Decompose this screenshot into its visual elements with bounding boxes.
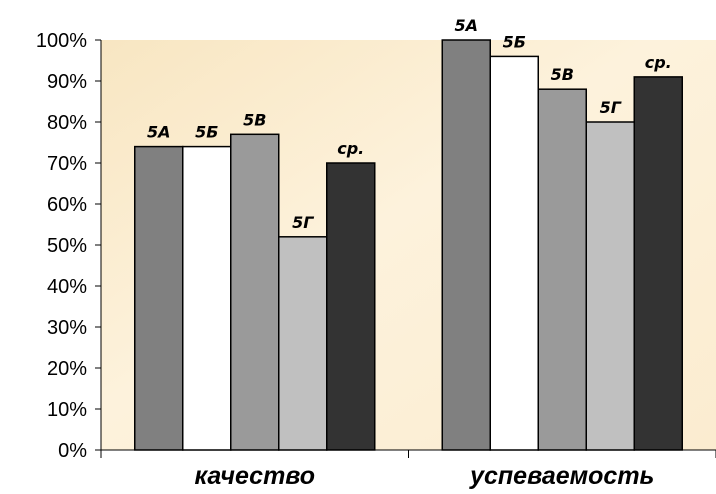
bar-series-label: 5Г xyxy=(292,213,314,232)
y-tick-label: 70% xyxy=(47,153,87,175)
bar xyxy=(537,88,587,451)
bar xyxy=(326,162,376,451)
y-tick-label: 20% xyxy=(47,358,87,380)
bar-series-label: 5Г xyxy=(600,98,622,117)
y-tick-label: 30% xyxy=(47,317,87,339)
bar xyxy=(278,236,328,451)
bar-series-label: 5Б xyxy=(503,32,526,51)
bar-series-label: ср. xyxy=(337,139,364,158)
x-category-label: качество xyxy=(194,462,315,490)
y-tick-label: 80% xyxy=(47,112,87,134)
bar-series-label: 5А xyxy=(147,123,171,142)
y-tick-label: 60% xyxy=(47,194,87,216)
y-tick-label: 10% xyxy=(47,399,87,421)
y-tick-label: 50% xyxy=(47,235,87,257)
y-tick-label: 90% xyxy=(47,71,87,93)
bar xyxy=(182,145,232,451)
y-tick-label: 0% xyxy=(58,440,87,462)
y-tick-label: 40% xyxy=(47,276,87,298)
data-labels: 5А 5Б 5В 5Г ср. 5А 5Б 5В 5Г ср. xyxy=(147,16,672,232)
bar-series-label: 5В xyxy=(243,110,266,129)
x-category-label: успеваемость xyxy=(468,462,654,490)
bar-series-label: ср. xyxy=(645,53,672,72)
bar-series-label: 5А xyxy=(454,16,478,35)
bar xyxy=(134,145,184,451)
y-axis: 0% 10% 20% 30% 40% 50% 60% 70% 80% 90% 100% xyxy=(36,30,102,462)
bars xyxy=(134,39,683,451)
y-tick-label: 100% xyxy=(36,30,87,52)
x-axis: качество успеваемость xyxy=(95,449,716,490)
bar-series-label: 5В xyxy=(551,65,574,84)
bar xyxy=(489,55,539,451)
bar xyxy=(441,39,491,451)
bar xyxy=(633,76,683,451)
bar xyxy=(230,133,280,451)
bar-series-label: 5Б xyxy=(195,123,218,142)
bar xyxy=(585,121,635,451)
